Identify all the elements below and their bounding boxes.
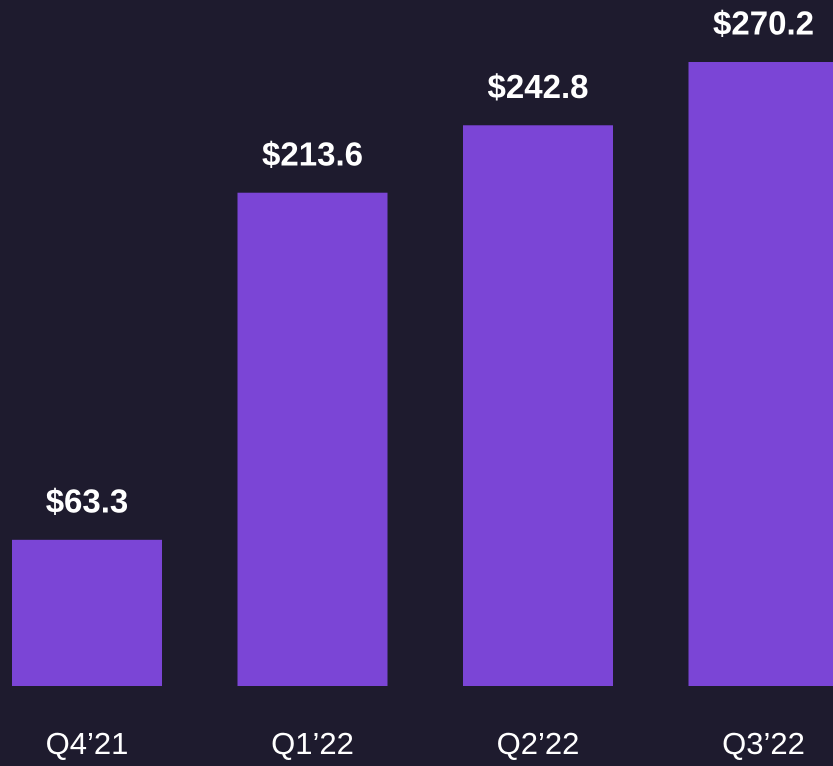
x-tick-label: Q1’22 — [271, 726, 354, 761]
x-tick-label: Q2’22 — [497, 726, 580, 761]
bar — [237, 192, 388, 686]
value-label: $270.2 — [713, 5, 814, 42]
x-tick-label: Q4’21 — [46, 726, 129, 761]
value-label: $213.6 — [262, 135, 363, 172]
bar — [463, 125, 613, 686]
value-label: $242.8 — [488, 68, 589, 105]
value-label: $63.3 — [46, 483, 129, 520]
x-tick-label: Q3’22 — [722, 726, 805, 761]
bar — [688, 62, 833, 686]
bar — [12, 539, 162, 686]
